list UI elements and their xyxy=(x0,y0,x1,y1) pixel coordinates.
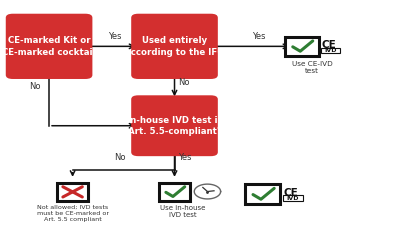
Text: No: No xyxy=(178,78,190,87)
FancyBboxPatch shape xyxy=(131,14,218,79)
Text: In-house IVD test is
Art. 5.5-compliant?: In-house IVD test is Art. 5.5-compliant? xyxy=(127,115,222,136)
Text: Yes: Yes xyxy=(178,153,191,162)
Text: IVD: IVD xyxy=(324,48,337,53)
FancyBboxPatch shape xyxy=(283,196,302,201)
FancyBboxPatch shape xyxy=(285,37,318,56)
Text: CE: CE xyxy=(283,188,298,198)
Text: Use in-house
IVD test: Use in-house IVD test xyxy=(160,205,205,218)
FancyBboxPatch shape xyxy=(57,183,88,201)
Text: No: No xyxy=(114,153,125,162)
Text: No: No xyxy=(29,81,40,90)
FancyBboxPatch shape xyxy=(6,14,92,79)
FancyBboxPatch shape xyxy=(245,184,280,204)
Text: Used entirely
according to the IFU: Used entirely according to the IFU xyxy=(125,36,224,56)
Text: CE: CE xyxy=(321,40,336,50)
FancyBboxPatch shape xyxy=(131,95,218,156)
Text: Yes: Yes xyxy=(108,32,122,41)
Text: CE-marked Kit or
CE-marked cocktail: CE-marked Kit or CE-marked cocktail xyxy=(2,36,96,56)
Text: Not allowed; IVD tests
must be CE-marked or
Art. 5.5 compliant: Not allowed; IVD tests must be CE-marked… xyxy=(36,205,109,222)
Text: Use CE-IVD
test: Use CE-IVD test xyxy=(292,61,332,74)
Text: Yes: Yes xyxy=(252,32,266,41)
Text: IVD: IVD xyxy=(287,196,299,201)
FancyBboxPatch shape xyxy=(159,183,190,201)
FancyBboxPatch shape xyxy=(321,48,340,53)
